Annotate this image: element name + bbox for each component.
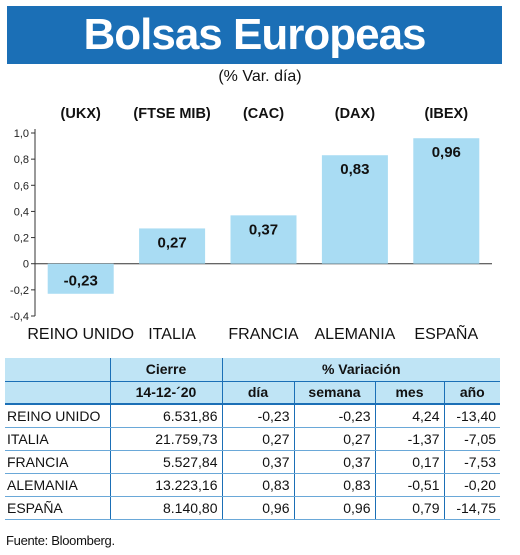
source-note: Fuente: Bloomberg. [6,533,115,548]
row-week: -0,23 [293,404,375,428]
header-variation: % Variación [221,358,501,382]
category-label: FRANCIA [228,326,299,343]
data-label: -0,23 [64,273,98,290]
table-row: ALEMANIA 13.223,16 0,83 0,83 -0,51 -0,20 [5,473,501,497]
row-day: 0,37 [221,450,294,474]
header-close-date: 14-12-´20 [109,381,222,405]
row-name: FRANCIA [5,450,110,474]
bar-5 [413,138,480,264]
table-subheader-row: 14-12-´20 día semana mes año [5,381,501,405]
bar-1 [47,263,114,294]
row-close: 21.759,73 [109,427,222,451]
row-close: 8.140,80 [109,496,222,520]
row-day: 0,96 [221,496,294,520]
row-name: ITALIA [5,427,110,451]
data-label: 0,37 [249,221,278,238]
category-label: REINO UNIDO [27,326,134,343]
data-label: 0,96 [432,144,461,161]
row-week: 0,27 [293,427,375,451]
table-subheader-blank [5,381,110,405]
chart-subtitle: (% Var. día) [218,68,302,85]
row-year: -13,40 [443,404,501,428]
row-year: -7,53 [443,450,501,474]
row-year: -14,75 [443,496,501,520]
row-month: 0,17 [374,450,444,474]
data-label: 0,27 [157,234,186,251]
y-tick-label: 0,8 [14,154,29,166]
row-month: 0,79 [374,496,444,520]
row-day: 0,27 [221,427,294,451]
row-name: ALEMANIA [5,473,110,497]
row-week: 0,96 [293,496,375,520]
market-table: Cierre % Variación 14-12-´20 día semana … [5,358,501,520]
category-label: ITALIA [148,326,196,343]
table-row: ESPAÑA 8.140,80 0,96 0,96 0,79 -14,75 [5,496,501,520]
row-close: 13.223,16 [109,473,222,497]
row-year: -7,05 [443,427,501,451]
bar-2 [139,228,206,264]
header-year: año [443,381,501,405]
header-month: mes [374,381,444,405]
bar-3 [230,215,297,264]
index-code-label: (CAC) [243,106,284,122]
row-name: REINO UNIDO [5,404,110,428]
y-tick-label: -0,2 [10,285,29,297]
index-code-label: (FTSE MIB) [133,106,210,122]
table-row: ITALIA 21.759,73 0,27 0,27 -1,37 -7,05 [5,427,501,451]
row-week: 0,83 [293,473,375,497]
row-close: 6.531,86 [109,404,222,428]
index-code-label: (DAX) [335,106,375,122]
header-day: día [221,381,294,405]
category-label: ESPAÑA [414,323,478,343]
page-title: Bolsas Europeas [83,10,426,59]
row-name: ESPAÑA [5,496,110,520]
title-banner: Bolsas Europeas [7,6,502,64]
table-header-row: Cierre % Variación [5,358,501,382]
category-label: ALEMANIA [314,326,395,343]
bar-4 [321,155,388,264]
y-tick-label: 0,4 [14,206,29,218]
y-tick-label: 0,6 [14,180,29,192]
row-day: 0,83 [221,473,294,497]
row-year: -0,20 [443,473,501,497]
row-week: 0,37 [293,450,375,474]
index-code-label: (IBEX) [425,106,469,122]
table-row: FRANCIA 5.527,84 0,37 0,37 0,17 -7,53 [5,450,501,474]
y-tick-label: 0 [23,259,29,271]
row-month: 4,24 [374,404,444,428]
row-close: 5.527,84 [109,450,222,474]
row-month: -0,51 [374,473,444,497]
data-label: 0,83 [340,161,369,178]
row-month: -1,37 [374,427,444,451]
header-close: Cierre [109,358,222,382]
index-code-label: (UKX) [61,106,101,122]
row-day: -0,23 [221,404,294,428]
y-tick-label: 0,2 [14,233,29,245]
table-row: REINO UNIDO 6.531,86 -0,23 -0,23 4,24 -1… [5,404,501,428]
table-header-blank [5,358,110,382]
y-tick-label: 1,0 [14,128,29,140]
y-tick-label: -0,4 [10,311,29,323]
header-week: semana [293,381,375,405]
